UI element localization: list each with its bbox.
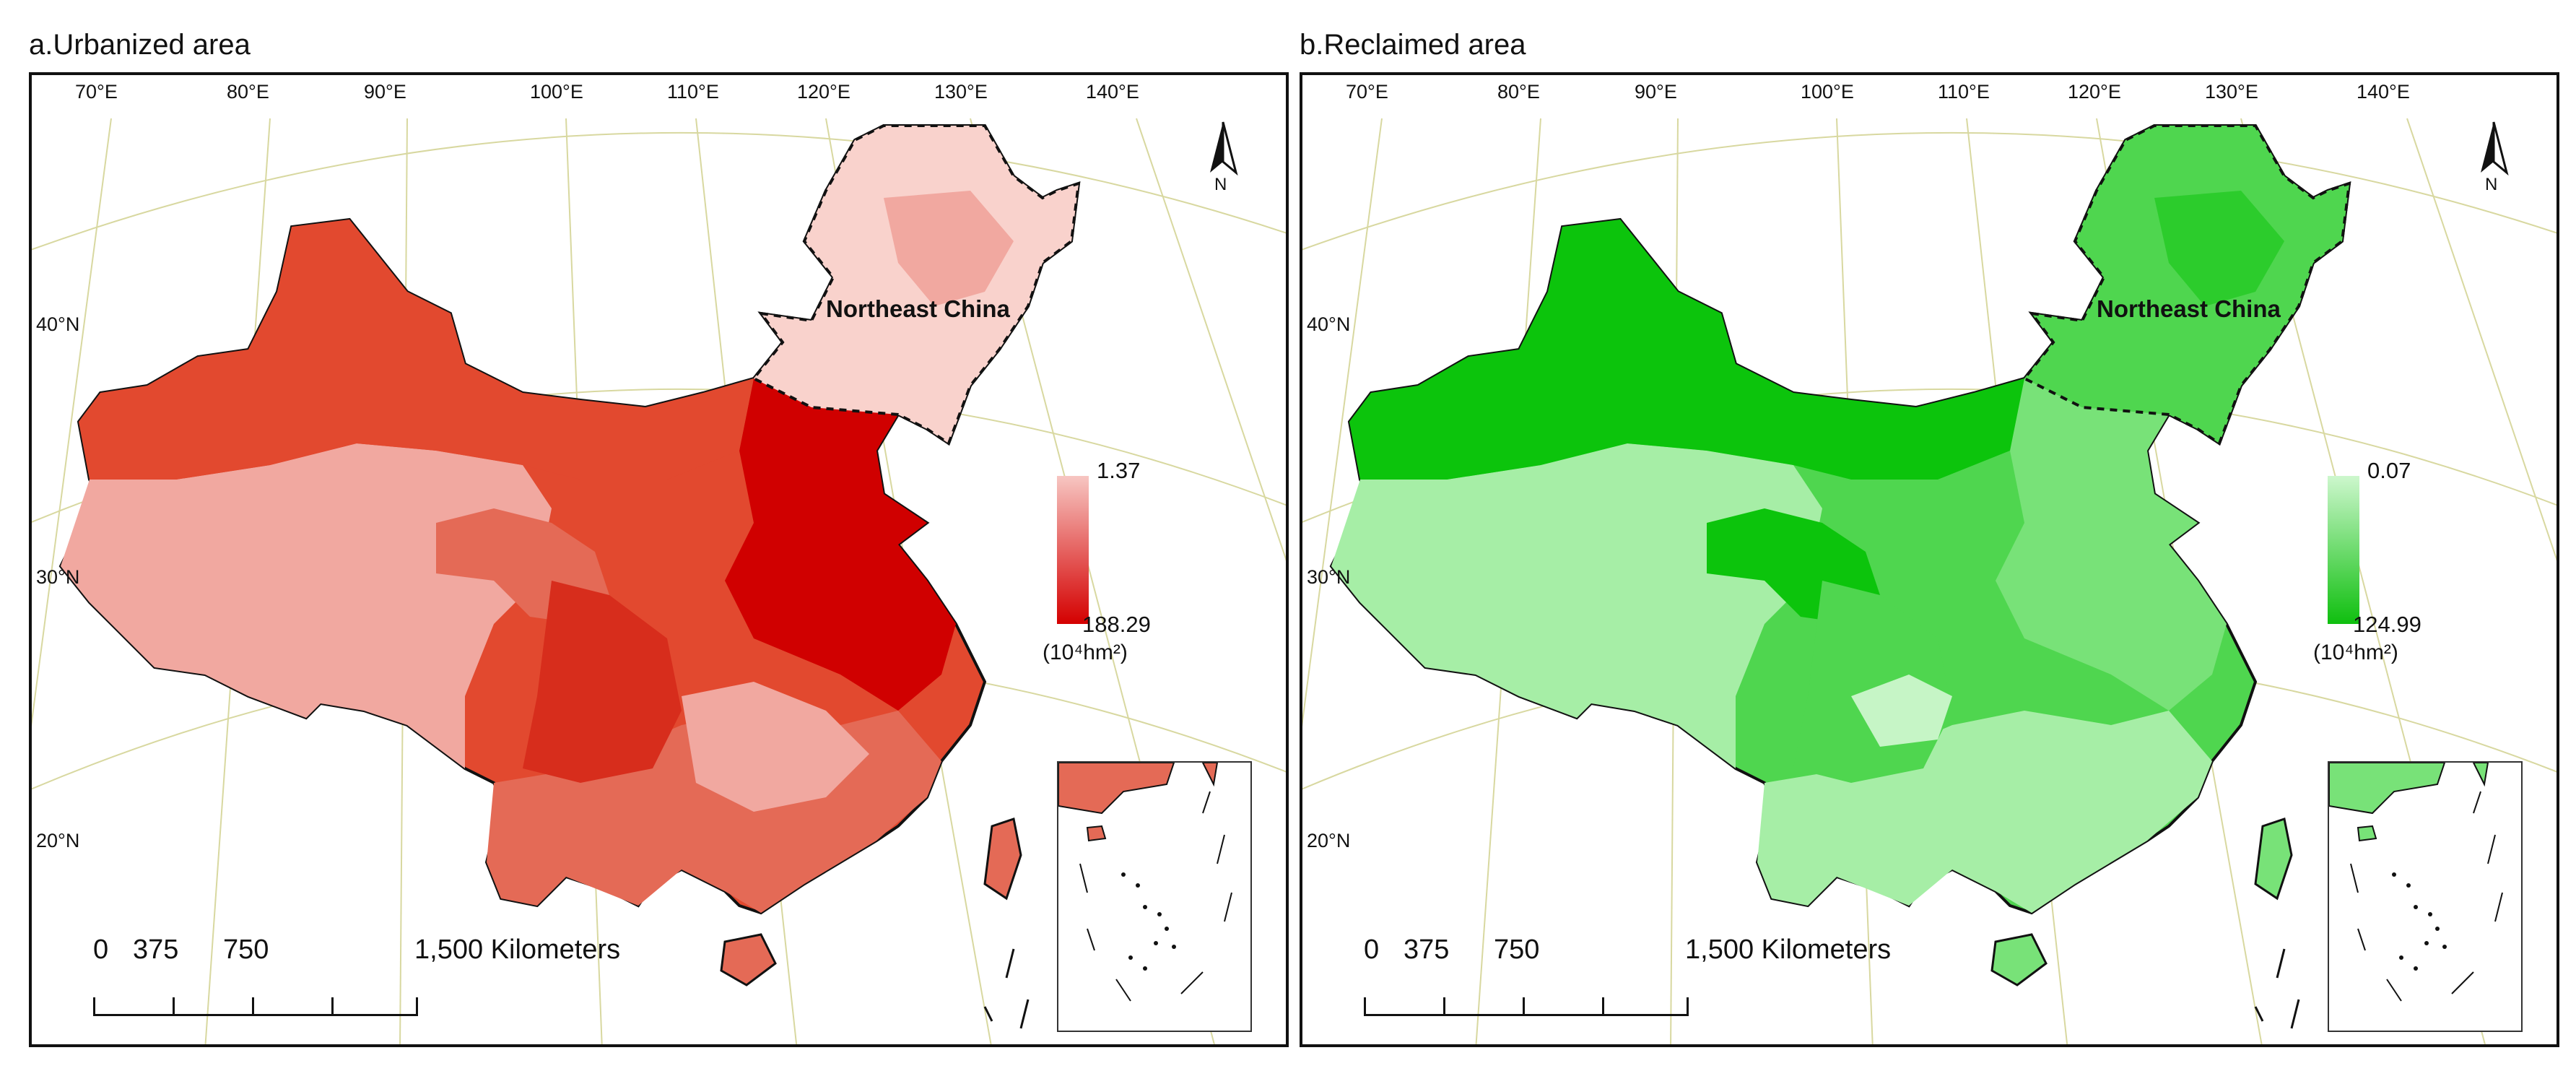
legend-top-value: 1.37 bbox=[1097, 458, 1141, 483]
graticule bbox=[1302, 118, 2557, 1044]
legend-bottom-value: 188.29 bbox=[1082, 612, 1151, 637]
lon-label-140: 140°E bbox=[2357, 81, 2410, 103]
islands-marks bbox=[2254, 948, 2300, 1029]
legend-unit: (10⁴hm²) bbox=[2313, 641, 2398, 664]
south-china-sea-inset bbox=[2328, 761, 2523, 1032]
lat-label-20: 20°N bbox=[1307, 830, 1351, 851]
scale-label-0: 0 bbox=[93, 935, 109, 965]
scale-bar-line bbox=[93, 992, 418, 1016]
lat-label-40: 40°N bbox=[36, 313, 80, 335]
northeast-china-label: Northeast China bbox=[826, 295, 1010, 322]
scale-tick bbox=[1687, 997, 1689, 1016]
panel-b-title: b.Reclaimed area bbox=[1300, 29, 1526, 61]
lon-label-100: 100°E bbox=[530, 81, 583, 103]
scale-tick bbox=[416, 997, 418, 1016]
legend-color-ramp bbox=[2328, 476, 2359, 624]
zone-northwest bbox=[1349, 220, 2024, 480]
zone-southeast-light bbox=[682, 682, 869, 812]
south-china-sea-inset bbox=[1057, 761, 1252, 1032]
lat-label-30: 30°N bbox=[36, 566, 80, 588]
scale-tick bbox=[93, 997, 95, 1016]
panel-b-legend: 0.07 124.99 (10⁴hm²) bbox=[2313, 393, 2501, 682]
hainan-island bbox=[720, 933, 777, 987]
scale-label-375: 375 bbox=[1404, 935, 1450, 965]
scale-bar: 0 375 750 1,500 Kilometers bbox=[61, 935, 638, 1028]
lon-label-140: 140°E bbox=[1086, 81, 1139, 103]
zone-central-east bbox=[1996, 378, 2227, 711]
panel-b-map-svg bbox=[1302, 118, 2557, 1044]
zone-northwest bbox=[79, 220, 754, 480]
scale-tick bbox=[1443, 997, 1445, 1016]
legend-unit: (10⁴hm²) bbox=[1043, 641, 1128, 664]
panel-a-title: a.Urbanized area bbox=[29, 29, 251, 61]
taiwan-island bbox=[983, 818, 1022, 901]
scale-tick bbox=[1364, 997, 1366, 1016]
zone-southwest bbox=[523, 581, 682, 783]
north-arrow-label: N bbox=[2485, 175, 2498, 194]
scale-tick bbox=[1523, 997, 1525, 1016]
scale-label-1500: 1,500 Kilometers bbox=[414, 935, 621, 965]
northeast-china-label: Northeast China bbox=[2097, 295, 2281, 322]
scale-label-750: 750 bbox=[223, 935, 269, 965]
north-arrow-icon: N bbox=[2472, 118, 2515, 198]
legend-bottom-value: 124.99 bbox=[2353, 612, 2421, 637]
northeast-inner-zone bbox=[2154, 191, 2284, 306]
scale-label-1500: 1,500 Kilometers bbox=[1685, 935, 1892, 965]
lon-label-70: 70°E bbox=[75, 81, 118, 103]
zone-sichuan-light bbox=[1851, 675, 1952, 747]
lon-label-120: 120°E bbox=[2068, 81, 2121, 103]
northeast-inner-zone bbox=[884, 191, 1014, 306]
scale-label-375: 375 bbox=[133, 935, 179, 965]
lat-label-30: 30°N bbox=[1307, 566, 1351, 588]
lon-label-120: 120°E bbox=[797, 81, 850, 103]
panel-b-map: 70°E 80°E 90°E 100°E 110°E 120°E 130°E 1… bbox=[1300, 72, 2559, 1047]
zone-tibet bbox=[1331, 443, 1822, 768]
lon-label-80: 80°E bbox=[1497, 81, 1540, 103]
lon-label-70: 70°E bbox=[1346, 81, 1388, 103]
hainan-island bbox=[1990, 933, 2048, 987]
north-arrow-label: N bbox=[1214, 175, 1227, 194]
lon-label-110: 110°E bbox=[667, 81, 719, 103]
scale-tick bbox=[173, 997, 175, 1016]
legend-color-ramp bbox=[1057, 476, 1089, 624]
lat-label-20: 20°N bbox=[36, 830, 80, 851]
lon-label-90: 90°E bbox=[1635, 81, 1677, 103]
legend-top-value: 0.07 bbox=[2367, 458, 2411, 483]
zone-tibet bbox=[61, 443, 552, 768]
islands-marks bbox=[983, 948, 1030, 1029]
scale-label-0: 0 bbox=[1364, 935, 1380, 965]
north-arrow-icon: N bbox=[1201, 118, 1245, 198]
panel-a-map: 70°E 80°E 90°E 100°E 110°E 120°E 130°E 1… bbox=[29, 72, 1289, 1047]
scale-tick bbox=[252, 997, 254, 1016]
lon-label-130: 130°E bbox=[934, 81, 988, 103]
scale-bar: 0 375 750 1,500 Kilometers bbox=[1331, 935, 1909, 1028]
taiwan-island bbox=[2254, 818, 2293, 901]
lon-label-130: 130°E bbox=[2205, 81, 2258, 103]
lat-label-40: 40°N bbox=[1307, 313, 1351, 335]
lon-label-90: 90°E bbox=[364, 81, 406, 103]
scale-tick bbox=[1602, 997, 1604, 1016]
lon-label-110: 110°E bbox=[1938, 81, 1990, 103]
scale-bar-line bbox=[1364, 992, 1689, 1016]
scale-label-750: 750 bbox=[1494, 935, 1540, 965]
panel-a-map-svg bbox=[32, 118, 1286, 1044]
zone-central-east bbox=[725, 378, 956, 711]
scale-tick bbox=[331, 997, 334, 1016]
panel-a-legend: 1.37 188.29 (10⁴hm²) bbox=[1043, 393, 1230, 682]
lon-label-100: 100°E bbox=[1801, 81, 1854, 103]
lon-label-80: 80°E bbox=[227, 81, 269, 103]
